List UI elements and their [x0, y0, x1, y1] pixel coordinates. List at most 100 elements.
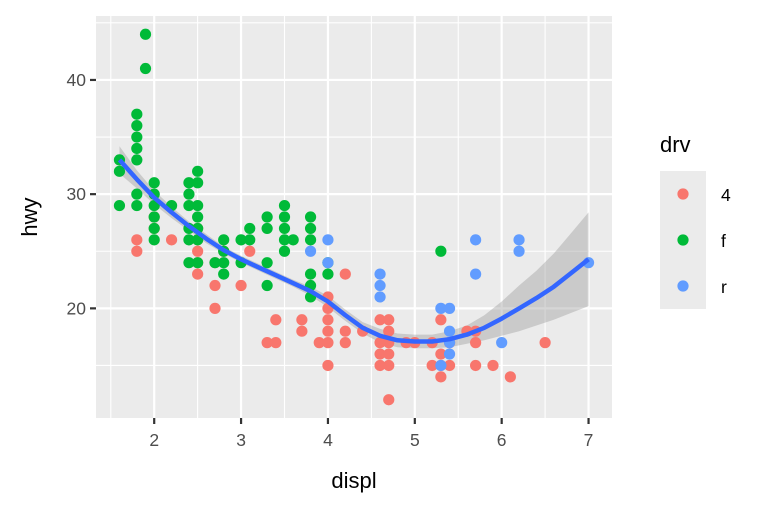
legend-label: r	[721, 277, 727, 297]
data-point	[322, 268, 334, 280]
data-point	[435, 348, 447, 360]
data-point	[244, 234, 256, 246]
data-point	[235, 234, 247, 246]
data-point	[261, 337, 273, 349]
data-point	[322, 257, 334, 269]
data-point	[383, 314, 395, 326]
data-point	[339, 268, 351, 280]
data-point	[374, 279, 386, 292]
data-point	[278, 245, 291, 257]
data-point	[322, 359, 334, 372]
smooth-confidence-band	[119, 146, 589, 349]
data-point	[244, 222, 256, 235]
data-point	[470, 337, 482, 349]
data-point	[183, 257, 195, 269]
data-point	[148, 177, 160, 189]
y-axis: 20 30 40	[67, 70, 96, 318]
data-point	[374, 348, 386, 360]
data-point	[261, 257, 273, 269]
data-point	[148, 234, 160, 246]
data-point	[192, 177, 204, 189]
x-axis-title: displ	[331, 468, 376, 493]
data-point	[443, 348, 456, 360]
data-point	[322, 314, 334, 326]
data-point	[148, 211, 160, 223]
legend-title: drv	[660, 132, 691, 157]
x-tick-label: 6	[497, 430, 507, 450]
data-point	[313, 337, 325, 349]
data-point	[383, 359, 395, 372]
data-point	[261, 211, 273, 223]
legend-key-r	[677, 280, 689, 292]
data-point	[470, 234, 482, 246]
y-tick-label: 30	[67, 184, 87, 204]
data-point	[513, 245, 525, 257]
data-point	[304, 222, 317, 235]
data-point	[443, 325, 456, 337]
data-point	[192, 245, 204, 257]
data-point	[435, 245, 447, 257]
y-tick-label: 20	[67, 298, 87, 318]
data-point	[322, 337, 334, 349]
x-tick-label: 4	[323, 430, 333, 450]
x-tick-label: 3	[236, 430, 246, 450]
data-point	[443, 359, 456, 372]
data-point	[322, 234, 334, 246]
data-point	[278, 211, 291, 223]
data-point	[209, 302, 221, 314]
data-point	[192, 257, 204, 269]
data-point	[209, 279, 221, 292]
data-point	[183, 199, 195, 212]
data-point	[470, 359, 482, 372]
data-point	[470, 268, 482, 280]
data-point	[296, 314, 308, 326]
data-point	[435, 302, 447, 314]
data-point	[304, 268, 317, 280]
data-point	[131, 188, 143, 200]
data-point	[218, 257, 230, 269]
data-point	[192, 268, 204, 280]
data-point	[270, 314, 282, 326]
data-point	[131, 199, 143, 212]
x-axis: 2 3 4 5 6 7	[149, 418, 593, 450]
data-point	[244, 245, 256, 257]
data-point	[131, 142, 143, 155]
data-point	[374, 359, 386, 372]
data-point	[278, 222, 291, 235]
legend-label: f	[721, 231, 726, 251]
legend-label: 4	[721, 185, 731, 205]
legend-key-4	[677, 188, 689, 200]
data-point	[383, 325, 395, 337]
data-point	[270, 337, 282, 349]
data-point	[374, 291, 386, 303]
x-tick-label: 5	[410, 430, 420, 450]
data-point	[496, 337, 508, 349]
data-point	[183, 177, 195, 189]
y-axis-title: hwy	[17, 197, 42, 236]
data-point	[539, 337, 551, 349]
data-point	[322, 325, 334, 337]
x-tick-label: 7	[584, 430, 594, 450]
data-point	[139, 28, 152, 40]
data-point	[435, 359, 447, 372]
data-point	[296, 325, 308, 337]
data-point	[139, 62, 152, 75]
data-point	[374, 337, 386, 349]
data-point	[261, 279, 273, 292]
data-point	[131, 154, 143, 166]
data-point	[218, 268, 230, 280]
data-point	[287, 234, 299, 246]
data-point	[131, 245, 143, 257]
data-point	[383, 394, 395, 406]
data-point	[513, 234, 525, 246]
data-point	[487, 359, 499, 372]
data-point	[131, 234, 143, 246]
legend: drv 4 f r	[660, 132, 731, 309]
smooth-line	[117, 158, 590, 344]
data-point	[443, 302, 456, 314]
data-point	[192, 199, 204, 212]
data-point	[235, 279, 247, 292]
data-point	[374, 314, 386, 326]
data-point	[148, 222, 160, 235]
